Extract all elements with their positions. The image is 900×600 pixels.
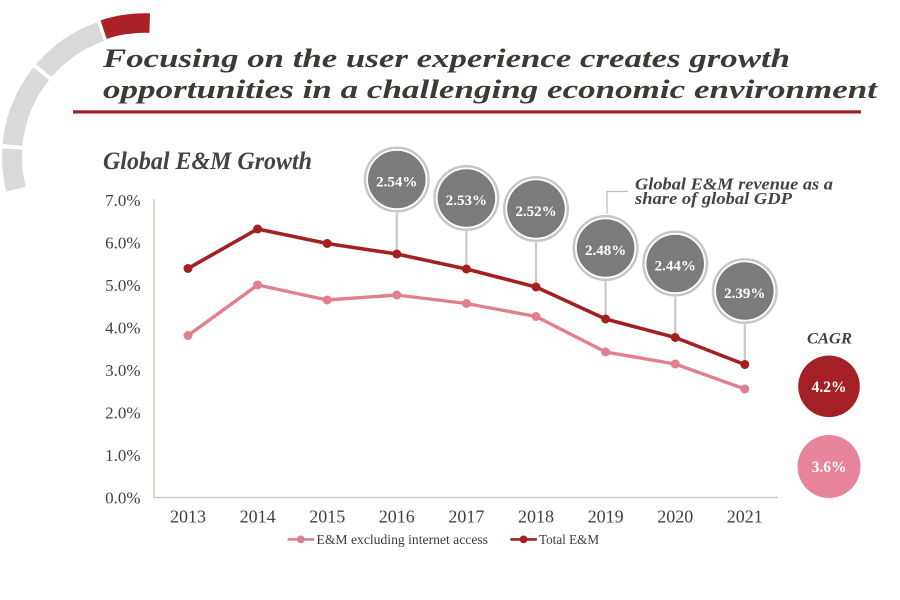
svg-text:Focusing on the user experienc: Focusing on the user experience creates … <box>102 43 790 73</box>
svg-text:share of global GDP: share of global GDP <box>634 189 793 208</box>
svg-text:2017: 2017 <box>448 507 484 527</box>
svg-text:2.54%: 2.54% <box>376 175 417 191</box>
svg-text:2.53%: 2.53% <box>446 193 487 209</box>
svg-text:2013: 2013 <box>170 507 206 527</box>
svg-text:CAGR: CAGR <box>807 331 852 348</box>
svg-text:Global E&M Growth: Global E&M Growth <box>103 148 312 175</box>
svg-text:3.6%: 3.6% <box>812 459 847 476</box>
svg-text:2.48%: 2.48% <box>585 243 626 259</box>
svg-text:2020: 2020 <box>657 507 693 527</box>
svg-text:2.39%: 2.39% <box>724 286 765 302</box>
svg-text:5.0%: 5.0% <box>105 276 140 295</box>
svg-text:2019: 2019 <box>588 507 624 527</box>
svg-text:Global E&M revenue as a: Global E&M revenue as a <box>635 174 834 193</box>
svg-text:2016: 2016 <box>379 507 415 527</box>
svg-text:4.0%: 4.0% <box>105 319 140 338</box>
svg-text:2018: 2018 <box>518 507 554 527</box>
svg-text:3.0%: 3.0% <box>105 361 140 380</box>
svg-text:7.0%: 7.0% <box>105 191 140 210</box>
svg-text:2.44%: 2.44% <box>655 259 696 275</box>
svg-text:2.0%: 2.0% <box>105 404 140 423</box>
svg-text:opportunities in a challenging: opportunities in a challenging economic … <box>103 74 879 104</box>
svg-text:4.2%: 4.2% <box>812 379 847 396</box>
svg-text:0.0%: 0.0% <box>105 489 140 508</box>
svg-text:E&M excluding internet access: E&M excluding internet access <box>317 532 489 547</box>
svg-text:Total E&M: Total E&M <box>539 532 599 547</box>
svg-text:2.52%: 2.52% <box>515 204 556 220</box>
svg-text:2015: 2015 <box>309 507 345 527</box>
svg-text:2014: 2014 <box>240 507 276 527</box>
svg-text:1.0%: 1.0% <box>105 446 140 465</box>
svg-text:6.0%: 6.0% <box>105 234 140 253</box>
svg-text:2021: 2021 <box>727 507 763 527</box>
